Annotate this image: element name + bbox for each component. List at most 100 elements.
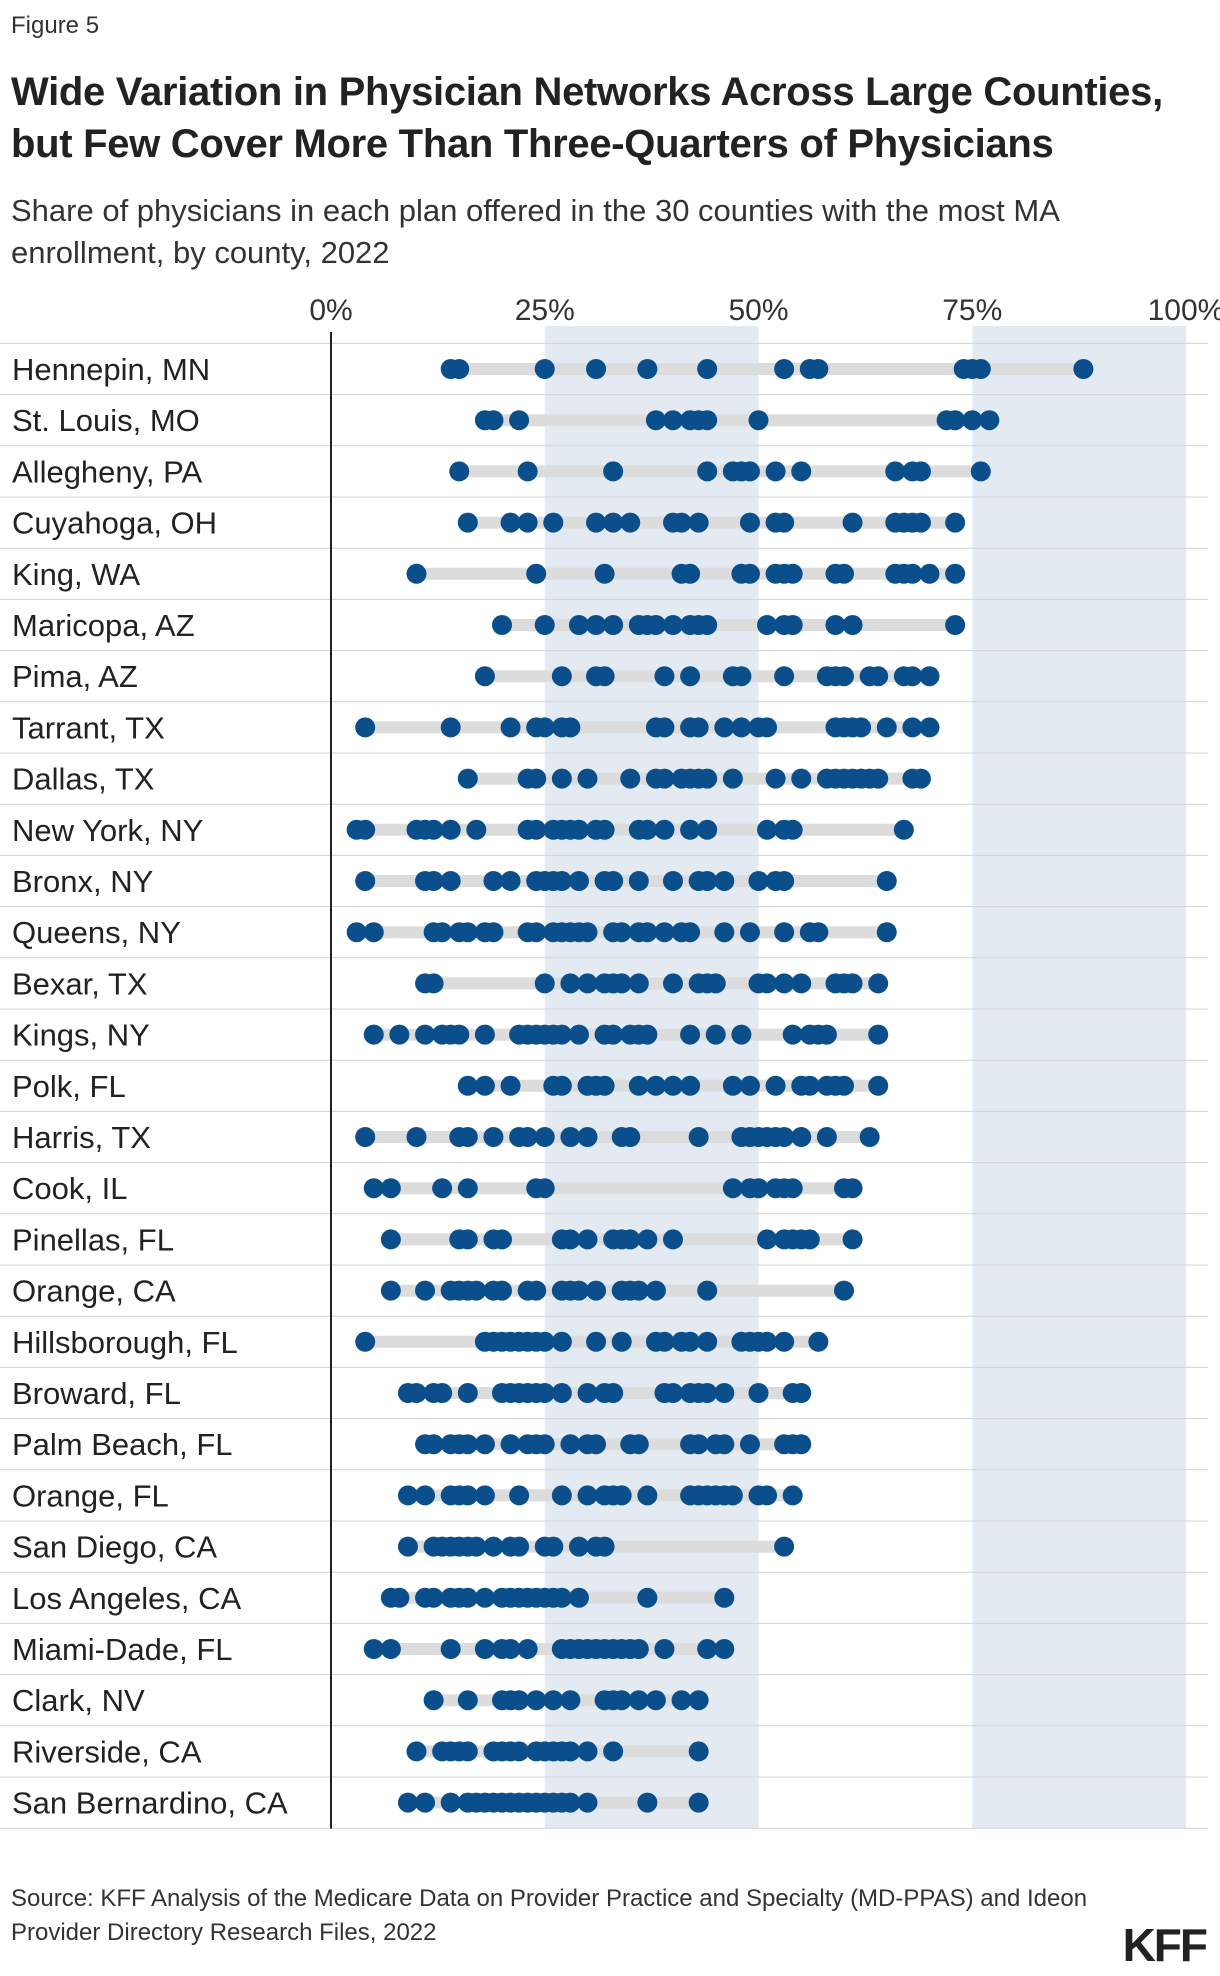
- data-point: [791, 1383, 812, 1403]
- x-axis-ticks: 0% 25% 50% 75% 100%: [309, 294, 1220, 327]
- data-point: [663, 1229, 683, 1250]
- source-note: Source: KFF Analysis of the Medicare Dat…: [11, 1885, 1088, 1946]
- data-point: [945, 512, 966, 533]
- data-point: [594, 563, 615, 584]
- data-point: [355, 717, 376, 738]
- category-label: Queens, NY: [12, 915, 181, 950]
- data-point: [782, 1485, 803, 1506]
- data-point: [534, 1178, 555, 1199]
- chart-title: Wide Variation in Physician Networks Acr…: [11, 70, 1163, 166]
- data-point: [979, 410, 1000, 431]
- data-point: [551, 1024, 572, 1045]
- data-point: [645, 1280, 666, 1301]
- category-label: Miami-Dade, FL: [12, 1632, 233, 1667]
- data-point: [415, 1485, 436, 1506]
- data-point: [791, 973, 812, 994]
- data-point: [688, 1741, 709, 1762]
- data-point: [560, 1229, 581, 1250]
- data-point: [603, 512, 624, 533]
- data-point: [714, 922, 735, 943]
- data-point: [551, 1075, 572, 1096]
- x-tick-label: 75%: [942, 294, 1002, 327]
- data-point: [774, 512, 795, 533]
- data-point: [432, 1383, 453, 1403]
- data-point: [654, 666, 675, 687]
- row-18: Pinellas, FL: [12, 1222, 863, 1257]
- data-point: [945, 410, 966, 431]
- data-point: [663, 973, 683, 994]
- data-point: [808, 922, 829, 943]
- data-point: [466, 1536, 487, 1557]
- data-point: [440, 717, 461, 738]
- category-label: Pima, AZ: [12, 659, 138, 694]
- data-point: [577, 1792, 598, 1813]
- data-point: [500, 1639, 521, 1659]
- data-point: [739, 1075, 760, 1096]
- data-point: [389, 1024, 410, 1045]
- data-point: [586, 359, 607, 379]
- data-point: [654, 768, 675, 789]
- data-point: [560, 1741, 581, 1762]
- data-point: [962, 410, 983, 431]
- data-point: [970, 359, 991, 379]
- row-12: Queens, NY: [12, 915, 897, 950]
- data-point: [910, 768, 931, 789]
- row-27: Clark, NV: [12, 1683, 709, 1718]
- data-point: [397, 1792, 418, 1813]
- data-point: [876, 871, 897, 891]
- data-point: [680, 922, 701, 943]
- category-label: Riverside, CA: [12, 1734, 202, 1769]
- row-15: Polk, FL: [12, 1069, 889, 1104]
- data-point: [748, 410, 769, 431]
- data-point: [945, 563, 966, 584]
- dot-plot-chart: 0% 25% 50% 75% 100% Hennepin, MN St. Louis, M…: [0, 294, 1220, 1829]
- category-label: Bexar, TX: [12, 966, 148, 1001]
- data-point: [551, 1587, 572, 1608]
- category-label: Dallas, TX: [12, 762, 155, 797]
- data-point: [748, 1178, 769, 1199]
- data-point: [560, 1690, 581, 1711]
- data-point: [440, 871, 461, 891]
- data-point: [791, 1434, 812, 1455]
- data-point: [842, 615, 863, 635]
- data-point: [774, 666, 795, 687]
- data-point: [671, 512, 692, 533]
- x-tick-label: 0%: [309, 294, 352, 327]
- data-point: [834, 1075, 854, 1096]
- data-point: [688, 1792, 709, 1813]
- data-point: [457, 512, 478, 533]
- row-29: San Bernardino, CA: [12, 1786, 709, 1821]
- data-point: [688, 1690, 709, 1711]
- data-point: [680, 666, 701, 687]
- data-point: [774, 871, 795, 891]
- data-point: [868, 666, 889, 687]
- data-point: [645, 1075, 666, 1096]
- data-point: [603, 615, 624, 635]
- data-point: [397, 1536, 418, 1557]
- data-point: [457, 922, 478, 943]
- data-point: [876, 922, 897, 943]
- data-point: [457, 1229, 478, 1250]
- data-point: [645, 615, 666, 635]
- data-point: [534, 1383, 555, 1403]
- data-point: [910, 461, 931, 482]
- data-point: [637, 1587, 658, 1608]
- data-point: [415, 1280, 436, 1301]
- row-17: Cook, IL: [12, 1171, 863, 1206]
- data-point: [526, 768, 547, 789]
- data-point: [594, 666, 615, 687]
- data-point: [808, 1331, 829, 1352]
- data-point: [568, 615, 589, 635]
- data-point: [714, 1434, 735, 1455]
- data-point: [868, 1075, 889, 1096]
- data-point: [757, 615, 778, 635]
- data-point: [1073, 359, 1094, 379]
- data-point: [697, 768, 718, 789]
- data-point: [774, 1331, 795, 1352]
- data-point: [663, 410, 683, 431]
- data-point: [483, 1127, 504, 1147]
- row-25: Los Angeles, CA: [12, 1581, 735, 1616]
- data-point: [355, 1127, 376, 1147]
- data-point: [492, 1229, 512, 1250]
- data-point: [568, 819, 589, 840]
